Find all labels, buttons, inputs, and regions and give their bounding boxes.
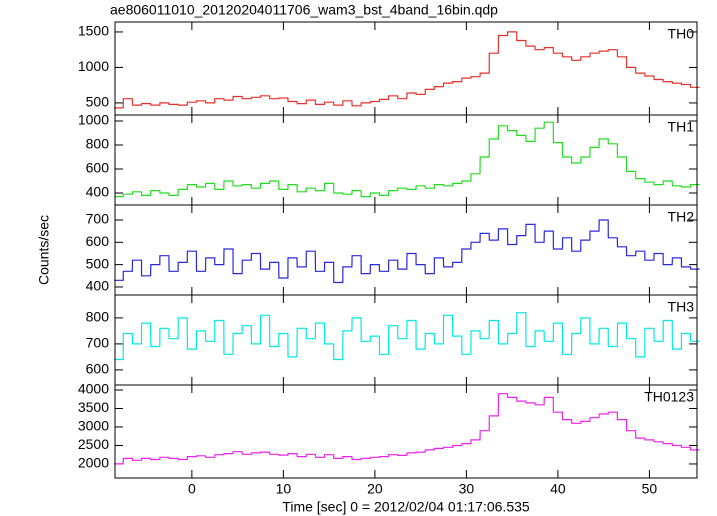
light-curve bbox=[114, 31, 700, 109]
chart-title: ae806011010_20120204011706_wam3_bst_4ban… bbox=[110, 2, 498, 18]
y-tick-label: 500 bbox=[86, 94, 110, 110]
y-tick-label: 1000 bbox=[78, 58, 109, 74]
light-curve bbox=[114, 219, 700, 284]
y-tick-label: 700 bbox=[86, 211, 110, 227]
x-tick-label: 10 bbox=[276, 481, 292, 497]
y-tick-label: 600 bbox=[86, 361, 110, 377]
y-tick-label: 500 bbox=[86, 255, 110, 271]
panel-frame bbox=[114, 114, 698, 206]
x-tick-label: 50 bbox=[642, 481, 658, 497]
panel-label: TH3 bbox=[668, 299, 695, 315]
y-tick-label: 800 bbox=[86, 136, 110, 152]
panel-label: TH1 bbox=[668, 119, 695, 135]
y-tick-label: 800 bbox=[86, 309, 110, 325]
panel-frame bbox=[114, 204, 698, 296]
y-tick-label: 400 bbox=[86, 278, 110, 294]
x-tick-label: 0 bbox=[188, 481, 196, 497]
y-tick-label: 1000 bbox=[78, 112, 109, 128]
light-curve bbox=[114, 393, 700, 465]
panel-label: TH0 bbox=[668, 26, 695, 42]
y-tick-label: 3500 bbox=[78, 399, 109, 415]
y-tick-label: 600 bbox=[86, 160, 110, 176]
y-tick-label: 600 bbox=[86, 233, 110, 249]
panel-frame bbox=[114, 294, 698, 386]
y-axis-label: Counts/sec bbox=[36, 215, 52, 285]
y-tick-label: 2500 bbox=[78, 436, 109, 452]
panel-label: TH0123 bbox=[644, 389, 694, 405]
y-tick-label: 400 bbox=[86, 184, 110, 200]
y-tick-label: 2000 bbox=[78, 455, 109, 471]
x-axis-label: Time [sec] 0 = 2012/02/04 01:17:06.535 bbox=[282, 499, 530, 515]
y-tick-label: 3000 bbox=[78, 418, 109, 434]
light-curve bbox=[114, 312, 700, 361]
panel-frame bbox=[114, 384, 698, 479]
y-tick-label: 4000 bbox=[78, 381, 109, 397]
x-tick-label: 40 bbox=[550, 481, 566, 497]
y-tick-label: 1500 bbox=[78, 23, 109, 39]
panel-label: TH2 bbox=[668, 209, 695, 225]
y-tick-label: 700 bbox=[86, 335, 110, 351]
x-tick-label: 20 bbox=[367, 481, 383, 497]
light-curve bbox=[114, 121, 700, 198]
x-tick-label: 30 bbox=[459, 481, 475, 497]
